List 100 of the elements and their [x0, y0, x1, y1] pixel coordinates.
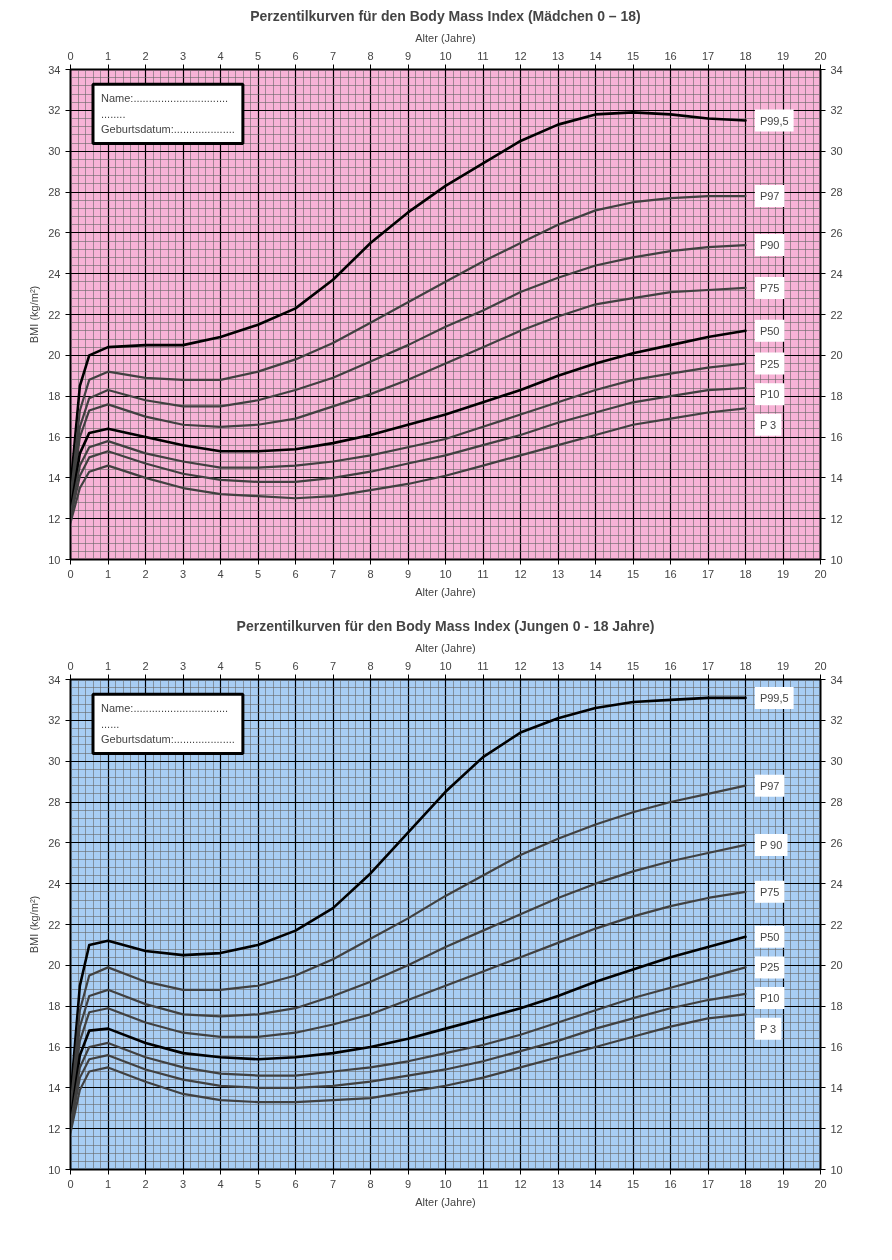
y2-tick-label: 24: [830, 267, 843, 280]
x2-tick-label: 20: [814, 49, 827, 62]
y-tick-label: 10: [48, 553, 61, 566]
y-tick-label: 34: [48, 63, 61, 76]
y-tick-label: 34: [48, 673, 61, 686]
x2-tick-label: 11: [477, 49, 489, 62]
y2-tick-label: 14: [830, 1081, 843, 1094]
x-tick-label: 8: [367, 1177, 374, 1190]
x-tick-label: 9: [404, 567, 412, 580]
x2-tick-label: 7: [329, 659, 337, 672]
y2-tick-label: 12: [830, 512, 843, 525]
series-label: P50: [759, 930, 780, 943]
series-label: P25: [759, 357, 780, 370]
x-tick-label: 19: [776, 567, 790, 580]
y-tick-label: 32: [48, 104, 61, 117]
y2-tick-label: 30: [830, 145, 843, 158]
y2-tick-label: 34: [830, 673, 843, 686]
y-tick-label: 28: [48, 796, 61, 808]
x2-tick-label: 15: [626, 49, 640, 62]
y2-tick-label: 18: [830, 1000, 843, 1013]
y2-tick-label: 26: [830, 226, 843, 239]
series-label: P99,5: [759, 114, 789, 127]
x-tick-label: 6: [292, 567, 299, 580]
x-tick-label: 3: [179, 567, 187, 580]
y2-tick-label: 20: [830, 349, 843, 362]
x-tick-label: 14: [589, 567, 602, 580]
y-tick-label: 26: [48, 836, 61, 849]
y2-tick-label: 30: [830, 755, 843, 768]
x2-tick-label: 6: [292, 49, 299, 62]
series-label: P50: [759, 324, 780, 337]
x-tick-label: 20: [814, 1177, 827, 1190]
x-tick-label: 19: [776, 1177, 790, 1190]
x-tick-label: 7: [329, 567, 337, 580]
x2-tick-label: 1: [104, 49, 112, 62]
y2-tick-label: 16: [830, 431, 843, 443]
y-axis-title: BMI (kg/m²): [28, 895, 41, 954]
y-tick-label: 16: [48, 431, 61, 443]
x-tick-label: 17: [701, 1177, 715, 1190]
x2-tick-label: 4: [217, 49, 224, 62]
y2-tick-label: 28: [830, 186, 843, 198]
y2-tick-label: 12: [830, 1122, 843, 1135]
series-label: P 3: [759, 1022, 777, 1035]
x-axis-title: Alter (Jahre): [415, 585, 476, 598]
y-tick-label: 24: [48, 877, 61, 890]
y2-tick-label: 32: [830, 104, 843, 117]
x-tick-label: 15: [626, 1177, 640, 1190]
x2-tick-label: 3: [179, 659, 187, 672]
y2-tick-label: 32: [830, 714, 843, 727]
x2-tick-label: 10: [439, 49, 452, 62]
y-tick-label: 16: [48, 1041, 61, 1053]
y2-tick-label: 24: [830, 877, 843, 890]
y-tick-label: 30: [48, 145, 61, 158]
x-tick-label: 15: [626, 567, 640, 580]
x2-tick-label: 9: [404, 49, 412, 62]
series-label: P 90: [759, 838, 783, 851]
y-tick-label: 28: [48, 186, 61, 198]
series-label: P99,5: [759, 691, 789, 704]
x-tick-label: 2: [142, 567, 149, 580]
annotation: Geburtsdatum:....................: [101, 123, 235, 136]
x2-tick-label: 18: [739, 659, 752, 672]
y-tick-label: 24: [48, 267, 61, 280]
x-tick-label: 12: [514, 567, 527, 580]
x2-tick-label: 12: [514, 659, 527, 672]
y-tick-label: 14: [48, 1081, 61, 1094]
x2-tick-label: 2: [142, 659, 149, 672]
series-label: P10: [759, 388, 780, 401]
chart-title: Perzentilkurven für den Body Mass Index (Mädchen 0 – 18): [250, 7, 641, 24]
x2-tick-label: 15: [626, 659, 640, 672]
x-tick-label: 10: [439, 567, 452, 580]
y2-tick-label: 22: [830, 918, 843, 931]
series-label: P90: [759, 239, 780, 252]
x-tick-label: 18: [739, 567, 752, 580]
x2-tick-label: 8: [367, 49, 374, 62]
x2-tick-label: 18: [739, 49, 752, 62]
series-label: P75: [759, 281, 780, 294]
x2-tick-label: 2: [142, 49, 149, 62]
x-tick-label: 1: [104, 567, 112, 580]
y-tick-label: 32: [48, 714, 61, 727]
x2-tick-label: 19: [776, 659, 790, 672]
x2-tick-label: 16: [664, 659, 677, 672]
x-tick-label: 1: [104, 1177, 112, 1190]
x-tick-label: 9: [404, 1177, 412, 1190]
x2-tick-label: 6: [292, 659, 299, 672]
x-tick-label: 3: [179, 1177, 187, 1190]
x-tick-label: 20: [814, 567, 827, 580]
x2-tick-label: 9: [404, 659, 412, 672]
x-tick-label: 8: [367, 567, 374, 580]
x2-tick-label: 13: [551, 659, 565, 672]
x2-tick-label: 5: [254, 49, 262, 62]
x-tick-label: 11: [477, 567, 489, 580]
y-axis-title: BMI (kg/m²): [28, 285, 41, 344]
x-tick-label: 18: [739, 1177, 752, 1190]
y-tick-label: 18: [48, 1000, 61, 1013]
x2-tick-label: 0: [67, 49, 74, 62]
x2-axis-title: Alter (Jahre): [415, 641, 476, 654]
x2-tick-label: 10: [439, 659, 452, 672]
series-label: P10: [759, 992, 780, 1004]
x-axis-title: Alter (Jahre): [415, 1195, 476, 1208]
x-tick-label: 0: [67, 567, 74, 580]
x2-tick-label: 4: [217, 659, 224, 672]
